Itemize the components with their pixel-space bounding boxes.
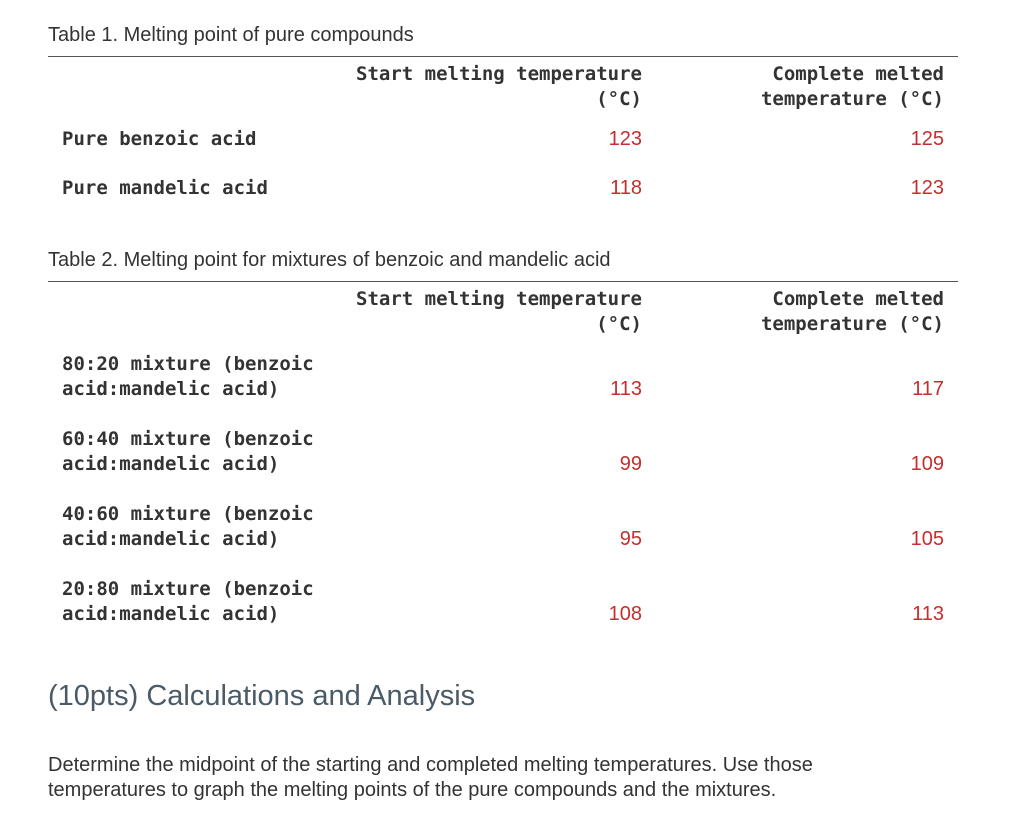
table1-header-start: Start melting temperature (°C) [356,63,642,110]
table1-row-start: 123 [608,128,642,150]
instructions-paragraph: Determine the midpoint of the starting a… [48,754,813,801]
table1-row-complete: 125 [910,128,944,150]
section-heading: (10pts) Calculations and Analysis [48,680,476,712]
table1-caption: Table 1. Melting point of pure compounds [48,24,414,46]
table1-row-label: Pure mandelic acid [62,177,268,199]
table2-row-complete: 109 [910,453,944,475]
table2-row-complete: 113 [912,603,944,625]
table2-row-label: 60:40 mixture (benzoic acid:mandelic aci… [62,428,314,475]
table1-row-complete: 123 [910,177,944,199]
table2-row-start: 99 [619,453,642,475]
table2-header-complete: Complete melted temperature (°C) [760,288,944,335]
table2-row-label: 80:20 mixture (benzoic acid:mandelic aci… [62,353,314,400]
table2-caption: Table 2. Melting point for mixtures of b… [48,249,611,271]
table2-header-start: Start melting temperature (°C) [356,288,642,335]
table2-row-label: 40:60 mixture (benzoic acid:mandelic aci… [62,503,314,550]
table2-top-rule [48,281,958,282]
table2-row-complete: 105 [910,528,944,550]
table1-row-start: 118 [610,177,642,199]
table2-row-label: 20:80 mixture (benzoic acid:mandelic aci… [62,578,314,625]
table1-top-rule [48,56,958,57]
table2-row-start: 108 [608,603,642,625]
table2-row-start: 95 [619,528,642,550]
table2-row-complete: 117 [912,378,944,400]
table2-row-start: 113 [610,378,642,400]
table1-row-label: Pure benzoic acid [62,128,257,150]
table1-header-complete: Complete melted temperature (°C) [760,63,944,110]
